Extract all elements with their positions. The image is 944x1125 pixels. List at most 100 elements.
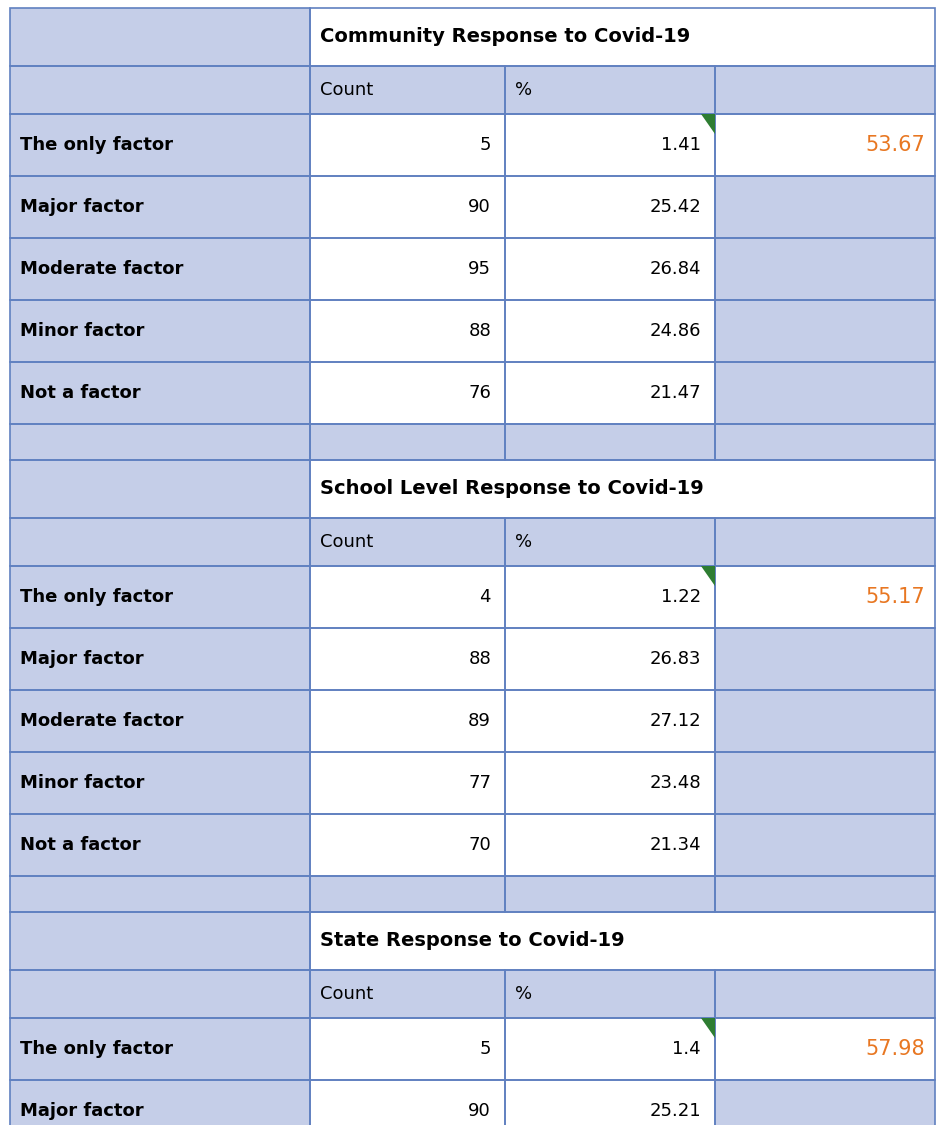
Bar [715, 518, 934, 566]
Bar [504, 1018, 715, 1080]
Bar [310, 460, 934, 518]
Bar [715, 752, 934, 814]
Text: Community Response to Covid-19: Community Response to Covid-19 [320, 27, 689, 46]
Bar [310, 1080, 504, 1125]
Bar [10, 970, 310, 1018]
Text: Not a factor: Not a factor [20, 836, 141, 854]
Bar [10, 238, 310, 300]
Bar [10, 362, 310, 424]
Bar [715, 176, 934, 238]
Text: Moderate factor: Moderate factor [20, 712, 183, 730]
Polygon shape [700, 1018, 715, 1037]
Bar [10, 1018, 310, 1080]
Bar [10, 690, 310, 752]
Bar [715, 876, 934, 912]
Bar [10, 362, 310, 424]
Bar [504, 424, 715, 460]
Bar [310, 912, 934, 970]
Text: 4: 4 [479, 588, 491, 606]
Text: 27.12: 27.12 [649, 712, 700, 730]
Bar [310, 518, 504, 566]
Bar [504, 566, 715, 628]
Bar [715, 814, 934, 876]
Bar [310, 628, 504, 690]
Bar [10, 566, 310, 628]
Bar [310, 876, 504, 912]
Bar [504, 628, 715, 690]
Bar [10, 912, 310, 970]
Text: 95: 95 [467, 260, 491, 278]
Bar [504, 114, 715, 176]
Bar [715, 1018, 934, 1080]
Bar [504, 566, 715, 628]
Text: Major factor: Major factor [20, 650, 143, 668]
Bar [504, 114, 715, 176]
Text: Major factor: Major factor [20, 1102, 143, 1120]
Bar [10, 300, 310, 362]
Text: 21.34: 21.34 [649, 836, 700, 854]
Text: 1.41: 1.41 [660, 136, 700, 154]
Bar [715, 628, 934, 690]
Bar [504, 362, 715, 424]
Text: %: % [514, 533, 531, 551]
Bar [310, 238, 504, 300]
Text: 89: 89 [467, 712, 491, 730]
Bar [504, 690, 715, 752]
Bar [504, 876, 715, 912]
Bar [504, 176, 715, 238]
Bar [310, 300, 504, 362]
Bar [715, 238, 934, 300]
Bar [715, 970, 934, 1018]
Bar [310, 1018, 504, 1080]
Bar [10, 690, 310, 752]
Bar [715, 176, 934, 238]
Bar [310, 752, 504, 814]
Bar [10, 66, 310, 114]
Bar [504, 970, 715, 1018]
Text: The only factor: The only factor [20, 588, 173, 606]
Bar [310, 566, 504, 628]
Text: 25.21: 25.21 [649, 1102, 700, 1120]
Polygon shape [700, 566, 715, 586]
Text: %: % [514, 81, 531, 99]
Text: 70: 70 [468, 836, 491, 854]
Text: 76: 76 [467, 384, 491, 402]
Bar [504, 238, 715, 300]
Bar [715, 114, 934, 176]
Bar [310, 176, 504, 238]
Bar [715, 238, 934, 300]
Text: Count: Count [320, 81, 373, 99]
Text: Not a factor: Not a factor [20, 384, 141, 402]
Bar [310, 752, 504, 814]
Bar [504, 1018, 715, 1080]
Text: 23.48: 23.48 [649, 774, 700, 792]
Bar [10, 1018, 310, 1080]
Text: 25.42: 25.42 [649, 198, 700, 216]
Text: 77: 77 [467, 774, 491, 792]
Polygon shape [700, 114, 715, 134]
Bar [310, 300, 504, 362]
Bar [715, 300, 934, 362]
Bar [10, 518, 310, 566]
Bar [310, 876, 504, 912]
Text: 88: 88 [468, 650, 491, 668]
Bar [310, 362, 504, 424]
Text: 5: 5 [479, 1040, 491, 1058]
Bar [310, 1080, 504, 1125]
Text: 24.86: 24.86 [649, 322, 700, 340]
Text: Minor factor: Minor factor [20, 322, 144, 340]
Bar [715, 424, 934, 460]
Bar [10, 876, 310, 912]
Bar [10, 8, 310, 66]
Bar [715, 814, 934, 876]
Text: 88: 88 [468, 322, 491, 340]
Text: Major factor: Major factor [20, 198, 143, 216]
Bar [310, 814, 504, 876]
Bar [10, 752, 310, 814]
Bar [715, 690, 934, 752]
Text: School Level Response to Covid-19: School Level Response to Covid-19 [320, 479, 703, 498]
Bar [504, 1080, 715, 1125]
Bar [10, 66, 310, 114]
Bar [504, 814, 715, 876]
Text: The only factor: The only factor [20, 136, 173, 154]
